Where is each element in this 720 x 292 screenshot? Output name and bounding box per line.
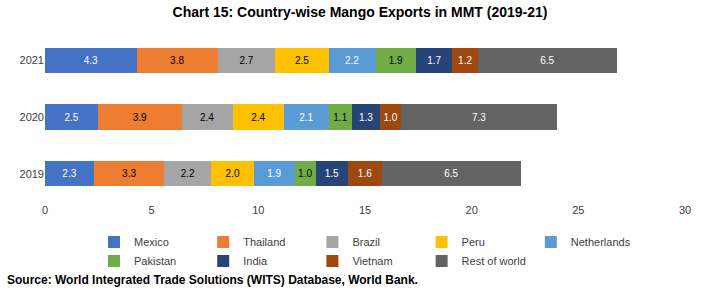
svg-text:2.4: 2.4 [200, 112, 214, 123]
svg-text:Rest of world: Rest of world [462, 255, 526, 267]
svg-text:3.8: 3.8 [170, 55, 184, 66]
svg-text:2.2: 2.2 [345, 55, 359, 66]
svg-text:2.7: 2.7 [239, 55, 253, 66]
svg-text:1.6: 1.6 [358, 168, 372, 179]
svg-text:1.1: 1.1 [333, 112, 347, 123]
svg-text:2.2: 2.2 [181, 168, 195, 179]
svg-text:6.5: 6.5 [444, 168, 458, 179]
svg-text:2019: 2019 [20, 168, 44, 180]
svg-text:2020: 2020 [20, 111, 44, 123]
svg-text:25: 25 [572, 204, 584, 216]
svg-text:1.0: 1.0 [298, 168, 312, 179]
svg-text:30: 30 [679, 204, 691, 216]
svg-text:2.5: 2.5 [64, 112, 78, 123]
svg-text:India: India [243, 255, 268, 267]
svg-text:6.5: 6.5 [540, 55, 554, 66]
svg-text:Mexico: Mexico [134, 236, 169, 248]
svg-text:1.2: 1.2 [458, 55, 472, 66]
svg-text:1.9: 1.9 [389, 55, 403, 66]
svg-text:7.3: 7.3 [472, 112, 486, 123]
svg-text:1.9: 1.9 [267, 168, 281, 179]
svg-text:2.0: 2.0 [226, 168, 240, 179]
svg-text:20: 20 [466, 204, 478, 216]
svg-text:Vietnam: Vietnam [352, 255, 392, 267]
svg-text:10: 10 [252, 204, 264, 216]
svg-text:Chart 15: Country-wise Mango E: Chart 15: Country-wise Mango Exports in … [173, 4, 548, 20]
svg-text:4.3: 4.3 [84, 55, 98, 66]
svg-text:2.1: 2.1 [299, 112, 313, 123]
svg-text:1.3: 1.3 [359, 112, 373, 123]
svg-text:1.5: 1.5 [325, 168, 339, 179]
svg-text:Pakistan: Pakistan [134, 255, 176, 267]
svg-text:2.4: 2.4 [251, 112, 265, 123]
svg-text:5: 5 [149, 204, 155, 216]
svg-text:Source: World Integrated Trade: Source: World Integrated Trade Solutions… [7, 273, 418, 287]
svg-text:2.3: 2.3 [62, 168, 76, 179]
svg-text:15: 15 [359, 204, 371, 216]
svg-text:1.7: 1.7 [427, 55, 441, 66]
svg-text:3.9: 3.9 [133, 112, 147, 123]
svg-text:Brazil: Brazil [352, 236, 380, 248]
svg-text:1.0: 1.0 [383, 112, 397, 123]
svg-text:2.5: 2.5 [295, 55, 309, 66]
svg-text:2021: 2021 [20, 54, 44, 66]
svg-text:Netherlands: Netherlands [571, 236, 631, 248]
svg-text:0: 0 [42, 204, 48, 216]
svg-text:Thailand: Thailand [243, 236, 285, 248]
svg-text:3.3: 3.3 [122, 168, 136, 179]
svg-text:Peru: Peru [462, 236, 485, 248]
